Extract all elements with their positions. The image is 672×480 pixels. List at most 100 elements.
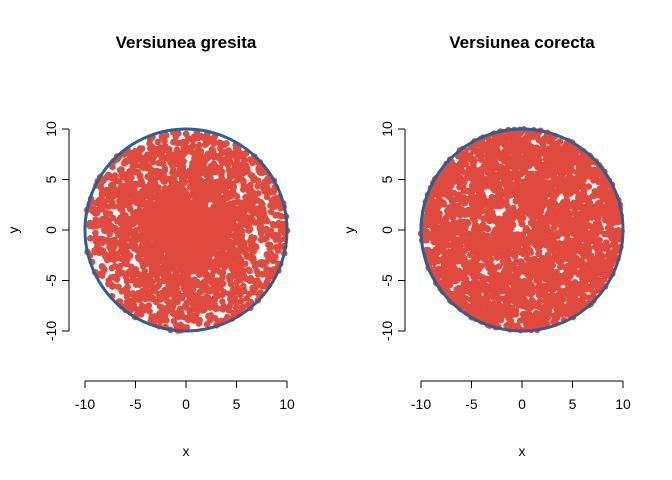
data-point xyxy=(214,263,221,271)
data-point xyxy=(185,279,193,286)
y-tick-label: 0 xyxy=(43,226,59,234)
data-point xyxy=(219,305,227,313)
data-point xyxy=(188,235,196,242)
data-point xyxy=(172,133,180,140)
data-point xyxy=(247,274,254,282)
data-point xyxy=(96,249,103,257)
x-axis-label: x xyxy=(183,443,190,459)
data-point xyxy=(203,178,210,185)
data-point xyxy=(247,254,255,262)
data-point xyxy=(194,211,202,218)
data-point xyxy=(225,230,232,237)
data-point xyxy=(233,164,240,172)
data-point xyxy=(154,316,162,324)
data-point xyxy=(144,151,151,159)
data-point xyxy=(127,179,134,187)
data-point xyxy=(265,254,272,262)
data-point xyxy=(151,287,158,295)
data-point xyxy=(242,245,249,252)
data-point xyxy=(256,221,264,229)
data-point xyxy=(216,256,223,264)
data-point xyxy=(232,144,240,152)
data-point xyxy=(135,150,143,158)
data-point xyxy=(219,298,226,305)
data-point xyxy=(92,216,100,223)
data-point xyxy=(197,303,205,311)
data-point xyxy=(208,146,216,153)
data-point xyxy=(226,171,234,179)
data-point xyxy=(181,263,188,270)
data-point xyxy=(119,230,127,238)
data-point xyxy=(202,197,210,204)
data-point xyxy=(221,263,229,271)
data-point xyxy=(229,286,237,294)
data-point xyxy=(253,243,260,251)
data-point xyxy=(247,171,255,179)
data-point xyxy=(111,262,119,270)
data-point xyxy=(138,194,146,202)
data-point xyxy=(100,177,107,184)
data-point xyxy=(125,290,133,298)
data-point xyxy=(198,159,206,167)
data-point xyxy=(245,214,253,221)
data-point xyxy=(161,245,169,252)
data-point xyxy=(161,236,169,243)
data-point xyxy=(175,226,182,233)
data-point xyxy=(214,305,221,312)
data-point xyxy=(185,135,192,142)
data-point xyxy=(135,200,142,207)
data-point xyxy=(194,292,201,299)
data-point xyxy=(170,317,178,325)
data-point xyxy=(232,300,240,308)
data-point xyxy=(183,324,191,331)
data-point xyxy=(196,179,204,187)
data-point xyxy=(140,242,147,250)
data-point xyxy=(237,256,245,263)
data-point xyxy=(560,290,567,297)
data-point xyxy=(163,308,170,316)
data-point xyxy=(216,211,223,218)
data-point xyxy=(135,271,143,278)
data-point xyxy=(252,278,260,285)
x-tick-label: -10 xyxy=(75,396,95,412)
data-point xyxy=(258,282,266,290)
y-tick-label: -10 xyxy=(43,321,59,341)
y-tick-label: 5 xyxy=(43,175,59,183)
data-point xyxy=(153,200,161,207)
data-point xyxy=(190,155,198,162)
x-tick-label: 10 xyxy=(279,396,295,412)
data-point xyxy=(168,203,175,211)
data-point xyxy=(223,188,231,196)
data-point xyxy=(215,179,222,187)
data-point xyxy=(210,154,218,161)
data-point xyxy=(182,303,190,311)
data-point xyxy=(113,186,120,194)
data-point xyxy=(192,227,199,235)
data-point xyxy=(109,214,117,222)
data-point xyxy=(204,246,212,254)
data-point xyxy=(181,149,188,156)
data-point xyxy=(130,210,137,217)
data-point xyxy=(158,155,166,162)
data-point xyxy=(106,243,113,251)
data-point xyxy=(215,232,222,240)
data-point xyxy=(128,242,136,250)
data-point xyxy=(154,167,161,175)
data-point xyxy=(112,176,120,184)
chart-title: Versiunea gresita xyxy=(116,33,257,52)
data-point xyxy=(153,210,160,218)
data-point xyxy=(207,135,214,143)
data-point xyxy=(98,239,106,247)
data-point xyxy=(194,134,202,142)
data-point xyxy=(157,251,165,259)
data-point xyxy=(140,306,148,314)
data-point xyxy=(229,294,237,302)
data-point xyxy=(149,169,156,176)
data-point xyxy=(272,212,279,219)
data-point xyxy=(208,286,215,293)
data-point xyxy=(204,152,211,159)
data-point xyxy=(113,276,121,283)
data-point xyxy=(195,320,203,327)
data-point xyxy=(160,276,168,284)
data-point xyxy=(125,268,133,276)
